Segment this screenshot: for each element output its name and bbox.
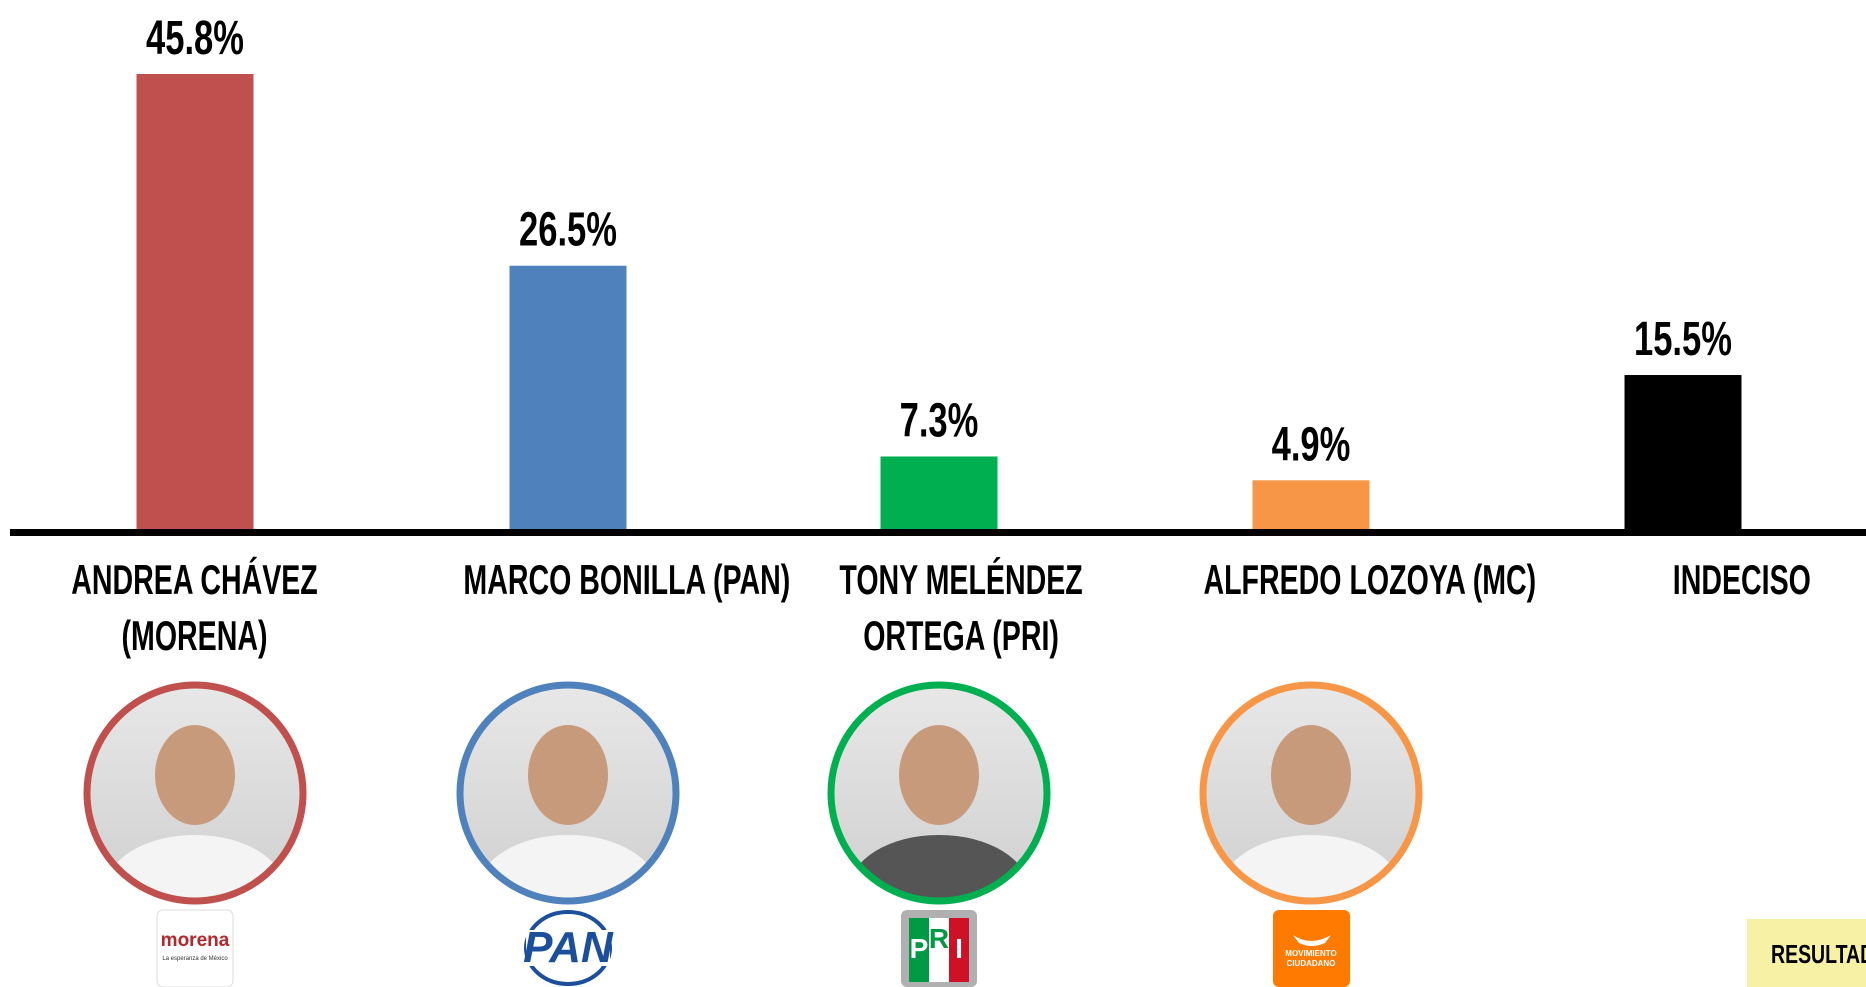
candidate-photo [1199, 681, 1423, 905]
category-text: ALFREDO LOZOYA (MC) [1203, 556, 1537, 603]
photo-body [1221, 835, 1401, 901]
photo-head [899, 725, 979, 825]
category-label: ANDREA CHÁVEZ (MORENA) [0, 552, 445, 664]
logo-text: R [929, 923, 949, 954]
bar [880, 456, 998, 529]
photo [1203, 685, 1419, 901]
logo-text: P [910, 933, 929, 964]
bar [1624, 375, 1742, 529]
value-label: 4.9% [1272, 417, 1351, 471]
photo [87, 685, 303, 901]
value-label: 15.5% [1634, 311, 1732, 365]
photo-ring [1199, 681, 1423, 905]
photo [460, 685, 676, 901]
pan-logo: PAN [523, 910, 614, 986]
category-text: TONY MELÉNDEZ ORTEGA (PRI) [839, 556, 1083, 659]
photo-body [478, 835, 658, 901]
logo-text: morena [161, 930, 230, 951]
category-label: ALFREDO LOZOYA (MC) [1061, 552, 1561, 608]
photo-ring [827, 681, 1051, 905]
category-text: MARCO BONILLA (PAN) [463, 556, 791, 603]
logo-text: CIUDADANO [1287, 959, 1336, 968]
value-label: 26.5% [519, 202, 617, 256]
bar [1252, 480, 1370, 529]
category-text: INDECISO [1672, 556, 1811, 603]
bar [136, 74, 254, 529]
mc-logo: MOVIMIENTO CIUDADANO [1273, 910, 1350, 987]
category-label: INDECISO [1433, 552, 1866, 608]
photo-ring [83, 681, 307, 905]
value-label: 7.3% [900, 393, 979, 447]
candidate-photo [456, 681, 680, 905]
logo-text: I [955, 933, 963, 964]
badge-text: RESULTAD [1771, 939, 1866, 968]
photo-body [105, 835, 285, 901]
logo-text: PAN [523, 923, 614, 972]
photo-ring [456, 681, 680, 905]
badge: RESULTAD [1747, 919, 1866, 987]
value-label: 45.8% [146, 10, 244, 64]
photo-head [1271, 725, 1351, 825]
category-text: ANDREA CHÁVEZ (MORENA) [71, 556, 319, 659]
category-label: MARCO BONILLA (PAN) [318, 552, 818, 608]
candidate-photo [827, 681, 1051, 905]
logo-text: MOVIMIENTO [1285, 949, 1336, 958]
pri-logo: P R I [901, 910, 977, 987]
photo-head [155, 725, 235, 825]
baseline [10, 529, 1866, 536]
photo [831, 685, 1047, 901]
candidate-photo [83, 681, 307, 905]
photo-head [528, 725, 608, 825]
morena-logo: morena La esperanza de México [156, 909, 234, 987]
logo-text: La esperanza de México [162, 956, 228, 962]
photo-body [849, 835, 1029, 901]
bar [509, 265, 627, 529]
category-label: TONY MELÉNDEZ ORTEGA (PRI) [689, 552, 1189, 664]
